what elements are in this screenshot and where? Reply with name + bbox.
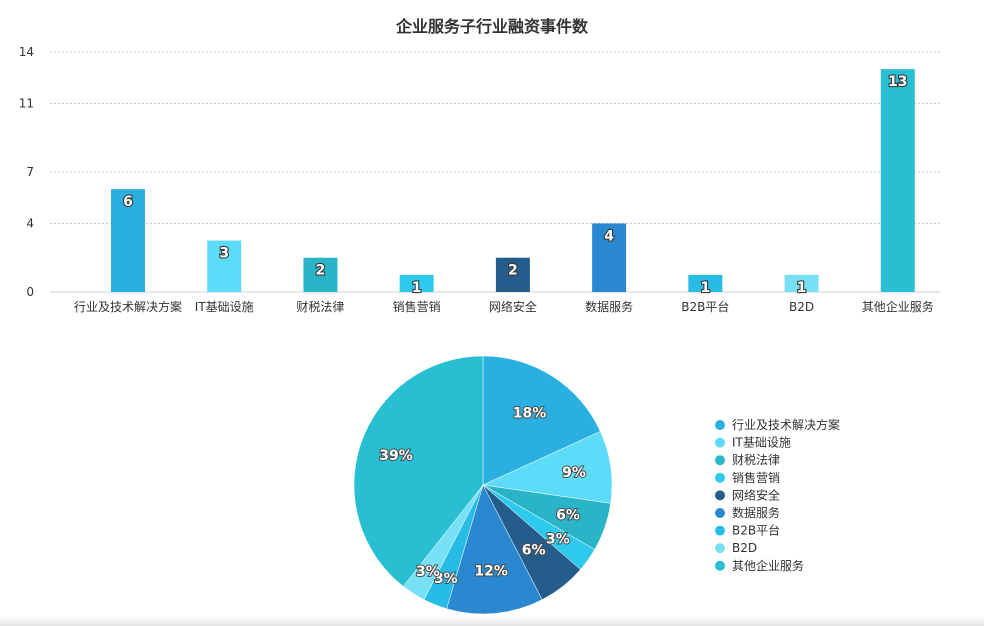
bar[interactable] [592,223,627,292]
x-tick-label: 财税法律 [296,300,344,314]
bar-value-label: 1 [797,280,807,296]
legend-item[interactable]: B2B平台 [715,523,780,538]
pie-slice-label: 3% [416,564,440,580]
bar[interactable] [688,274,723,292]
y-tick-label: 0 [26,285,34,299]
legend-swatch [715,560,725,571]
bar-gridlines [50,51,940,293]
x-tick-label: B2B平台 [681,299,729,314]
legend-label: 数据服务 [732,505,780,520]
legend-label: 网络安全 [732,487,780,502]
legend-item[interactable]: 销售营销 [715,470,780,485]
pie-slice-label: 9% [562,465,586,481]
bar[interactable] [303,257,338,292]
pie-slice-label: 18% [513,406,547,422]
x-tick-label: 数据服务 [585,299,633,314]
legend-label: 行业及技术解决方案 [732,417,840,432]
x-tick-label: 网络安全 [489,299,537,314]
y-tick-label: 14 [19,45,34,59]
chart-title: 企业服务子行业融资事件数 [395,17,589,36]
pie-slice-label: 39% [379,448,413,464]
bottom-fade [0,616,984,626]
pie-slice-label: 6% [522,542,546,558]
bar-value-label: 13 [888,74,907,90]
pie-slice-label: 3% [546,531,570,547]
y-tick-label: 4 [26,216,34,230]
legend-item[interactable]: B2D [715,541,757,555]
legend-label: B2B平台 [732,523,780,538]
bar-value-label: 2 [508,263,518,279]
bar-value-label: 1 [412,280,422,296]
legend-item[interactable]: 其他企业服务 [715,558,804,573]
bar-value-label: 4 [604,228,614,244]
legend-item[interactable]: IT基础设施 [715,436,791,450]
legend-item[interactable]: 行业及技术解决方案 [715,417,840,432]
legend-swatch [715,455,725,466]
bar-value-label: 1 [700,280,710,296]
x-tick-label: B2D [789,300,814,314]
pie-slice[interactable] [482,355,601,486]
bar-value-label: 6 [123,194,133,210]
bar[interactable] [207,240,242,292]
x-tick-label: 行业及技术解决方案 [74,299,182,314]
legend-swatch [715,490,725,501]
pie-labels: 18%9%6%3%6%12%3%3%39% [378,405,587,588]
bar-x-axis: 行业及技术解决方案 IT基础设施 财税法律 销售营销 网络安全 数据服务 B2B平台 B2D 其… [74,299,934,314]
legend-label: 其他企业服务 [732,558,804,573]
legend-label: 财税法律 [732,453,780,467]
pie-chart [353,355,613,615]
bar-y-axis: 0 4 7 11 14 [19,45,34,299]
legend-label: 销售营销 [732,470,780,485]
y-tick-label: 7 [26,165,34,179]
bar[interactable] [495,257,530,292]
legend-swatch [715,420,725,430]
legend-swatch [715,508,725,518]
x-tick-label: 销售营销 [393,299,441,314]
legend-swatch [715,437,725,448]
bar-value-label: 3 [219,246,229,262]
pie-slice-label: 12% [474,564,508,580]
x-tick-label: IT基础设施 [195,300,254,314]
bar[interactable] [399,274,434,292]
pie-slice[interactable] [353,355,484,587]
legend-label: IT基础设施 [732,436,791,450]
y-tick-label: 11 [19,96,34,110]
legend-item[interactable]: 财税法律 [715,453,780,467]
legend-item[interactable]: 网络安全 [715,487,780,502]
bar[interactable] [880,69,915,293]
pie-slice[interactable] [446,484,543,615]
pie-slice-label: 6% [556,507,580,523]
pie-slice-label: 3% [434,571,458,587]
legend-swatch [715,543,725,554]
bar[interactable] [111,189,145,292]
legend-swatch [715,472,725,483]
legend-swatch [715,525,725,536]
legend-label: B2D [732,541,757,555]
bar-value-label: 2 [316,263,326,279]
bar-series: 6 3 2 1 2 4 1 1 13 [111,69,915,297]
bar[interactable] [784,274,819,292]
x-tick-label: 其他企业服务 [862,299,934,314]
legend-item[interactable]: 数据服务 [715,505,780,520]
